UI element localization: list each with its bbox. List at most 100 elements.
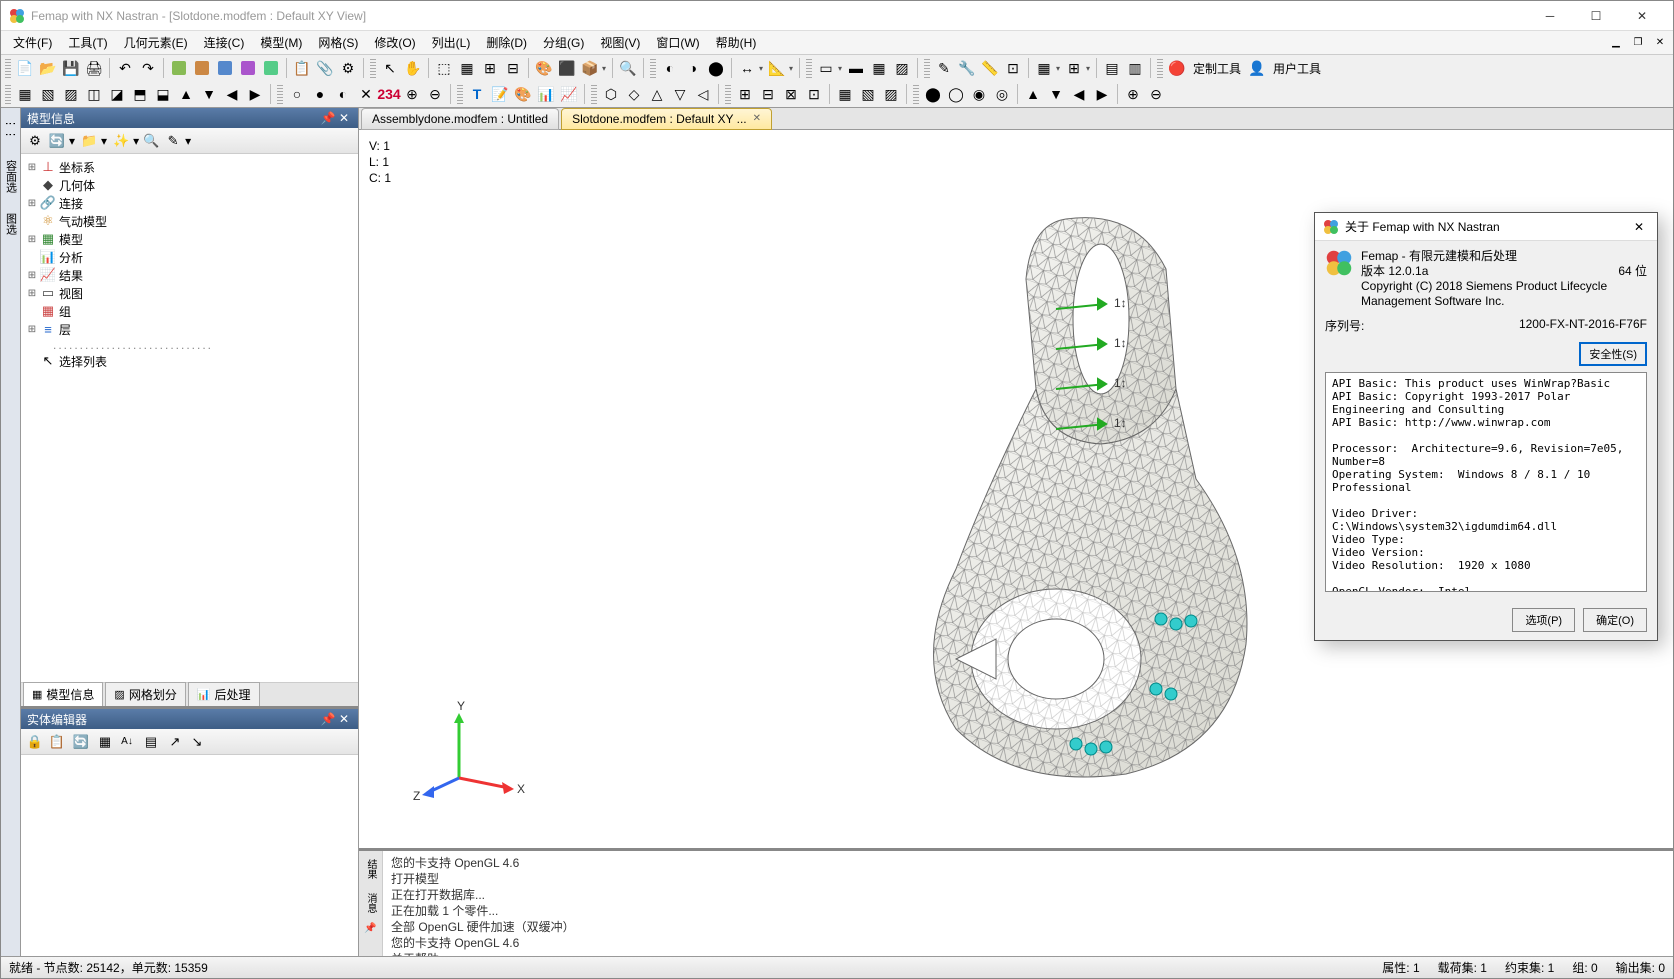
tb-btn[interactable]: 📐 <box>766 57 788 79</box>
grip-icon[interactable] <box>5 58 11 78</box>
menu-tools[interactable]: 工具(T) <box>60 31 115 54</box>
new-file-button[interactable]: 📄 <box>14 57 36 79</box>
tb-btn[interactable]: ⊖ <box>424 83 446 105</box>
tb-btn[interactable]: 📋 <box>47 732 67 752</box>
tab-mesh[interactable]: ▨ 网格划分 <box>105 682 185 706</box>
menu-geometry[interactable]: 几何元素(E) <box>116 31 196 54</box>
tb-btn[interactable]: ▦ <box>1033 57 1055 79</box>
tb-btn[interactable]: ⊞ <box>734 83 756 105</box>
tb-btn[interactable]: 📋 <box>291 57 313 79</box>
tb-btn[interactable]: ⊡ <box>1002 57 1024 79</box>
menu-window[interactable]: 窗口(W) <box>648 31 707 54</box>
tb-btn[interactable]: ▥ <box>1124 57 1146 79</box>
minimize-button[interactable]: ─ <box>1527 1 1573 31</box>
menu-help[interactable]: 帮助(H) <box>708 31 765 54</box>
tb-btn[interactable]: ▦ <box>14 83 36 105</box>
tb-btn[interactable]: 🔄 <box>47 131 67 151</box>
tb-btn[interactable] <box>260 57 282 79</box>
grip-icon[interactable] <box>725 84 731 104</box>
tb-btn[interactable]: A↓ <box>117 732 137 752</box>
grip-icon[interactable] <box>913 84 919 104</box>
tb-btn[interactable]: ◀ <box>1068 83 1090 105</box>
redo-button[interactable]: ↷ <box>137 57 159 79</box>
tree-item[interactable]: ⊞🔗连接 <box>23 194 356 212</box>
tb-btn[interactable]: ⬤ <box>922 83 944 105</box>
tb-btn[interactable]: ◑ <box>682 57 704 79</box>
tb-btn[interactable]: ⊡ <box>803 83 825 105</box>
grip-icon[interactable] <box>924 58 930 78</box>
tree-item[interactable]: ⊞≡层 <box>23 320 356 338</box>
grip-icon[interactable] <box>650 58 656 78</box>
dialog-titlebar[interactable]: 关于 Femap with NX Nastran ✕ <box>1315 213 1657 241</box>
tb-btn[interactable]: ◯ <box>945 83 967 105</box>
maximize-button[interactable]: ☐ <box>1573 1 1619 31</box>
tb-btn[interactable]: ⊖ <box>1145 83 1167 105</box>
grip-icon[interactable] <box>5 84 11 104</box>
tb-btn[interactable]: 📁 <box>79 131 99 151</box>
close-pane-icon[interactable]: ✕ <box>336 712 352 726</box>
tb-btn[interactable]: ⚙ <box>337 57 359 79</box>
tb-btn[interactable]: ◉ <box>968 83 990 105</box>
tb-btn[interactable]: ↔ <box>736 57 758 79</box>
tb-custom-tools[interactable]: 🔴 <box>1166 57 1188 79</box>
tb-btn[interactable]: ▧ <box>37 83 59 105</box>
tb-btn[interactable]: ⬚ <box>433 57 455 79</box>
tab-post[interactable]: 📊 后处理 <box>188 682 260 706</box>
grip-icon[interactable] <box>1157 58 1163 78</box>
tb-btn[interactable]: ⬤ <box>705 57 727 79</box>
tb-btn[interactable]: ▲ <box>175 83 197 105</box>
tb-btn[interactable]: ⊞ <box>1063 57 1085 79</box>
tb-btn[interactable]: 📈 <box>558 83 580 105</box>
tb-btn[interactable]: ● <box>309 83 331 105</box>
tb-btn[interactable]: ⬡ <box>600 83 622 105</box>
tb-btn[interactable]: ▤ <box>141 732 161 752</box>
tb-btn[interactable]: ▭ <box>815 57 837 79</box>
tb-btn[interactable]: 234 <box>378 83 400 105</box>
close-tab-icon[interactable]: ✕ <box>753 113 761 124</box>
tb-btn[interactable]: ⊟ <box>502 57 524 79</box>
grip-icon[interactable] <box>806 58 812 78</box>
tb-btn[interactable] <box>237 57 259 79</box>
tb-btn[interactable]: 📏 <box>979 57 1001 79</box>
rail-item-3[interactable]: 图选 <box>1 207 21 241</box>
tb-btn[interactable]: ▧ <box>857 83 879 105</box>
tb-btn[interactable]: 📦 <box>579 57 601 79</box>
tree-item[interactable]: 📊分析 <box>23 248 356 266</box>
pin-icon[interactable]: 📌 <box>320 111 336 125</box>
tb-btn[interactable]: ▤ <box>1101 57 1123 79</box>
open-file-button[interactable]: 📂 <box>37 57 59 79</box>
menu-modify[interactable]: 修改(O) <box>366 31 423 54</box>
system-info-box[interactable]: API Basic: This product uses WinWrap?Bas… <box>1325 372 1647 592</box>
menu-group[interactable]: 分组(G) <box>535 31 592 54</box>
tb-btn[interactable]: ⊕ <box>1122 83 1144 105</box>
doc-tab-assembly[interactable]: Assemblydone.modfem : Untitled <box>361 108 559 130</box>
tb-btn[interactable]: 🎨 <box>533 57 555 79</box>
tb-btn[interactable]: ▼ <box>198 83 220 105</box>
close-button[interactable]: ✕ <box>1619 1 1665 31</box>
tb-btn[interactable]: ✨ <box>111 131 131 151</box>
tree-item[interactable]: ⊞⊥坐标系 <box>23 158 356 176</box>
tb-btn[interactable]: ◎ <box>991 83 1013 105</box>
tb-btn[interactable]: ▽ <box>669 83 691 105</box>
tb-btn[interactable]: 📊 <box>535 83 557 105</box>
tb-btn[interactable]: ▶ <box>1091 83 1113 105</box>
print-button[interactable]: 🖨 <box>83 57 105 79</box>
tree-item[interactable]: ▦组 <box>23 302 356 320</box>
doc-tab-slot[interactable]: Slotdone.modfem : Default XY ... ✕ <box>561 108 772 130</box>
menu-connect[interactable]: 连接(C) <box>196 31 253 54</box>
tb-btn[interactable] <box>214 57 236 79</box>
tb-btn[interactable]: 🔒 <box>25 732 45 752</box>
menu-mesh[interactable]: 网格(S) <box>310 31 366 54</box>
tb-btn[interactable]: ⚙ <box>25 131 45 151</box>
dialog-close-icon[interactable]: ✕ <box>1629 220 1649 234</box>
tb-btn[interactable]: 🎨 <box>512 83 534 105</box>
mdi-minimize[interactable]: ▁ <box>1607 35 1625 51</box>
tree-item[interactable]: ⚛气动模型 <box>23 212 356 230</box>
undo-button[interactable]: ↶ <box>114 57 136 79</box>
tb-btn[interactable]: ▲ <box>1022 83 1044 105</box>
mdi-close[interactable]: ✕ <box>1651 35 1669 51</box>
tb-btn[interactable]: ↗ <box>165 732 185 752</box>
tb-btn[interactable]: ◁ <box>692 83 714 105</box>
tb-btn[interactable]: ⬒ <box>129 83 151 105</box>
tb-btn[interactable]: ▬ <box>845 57 867 79</box>
